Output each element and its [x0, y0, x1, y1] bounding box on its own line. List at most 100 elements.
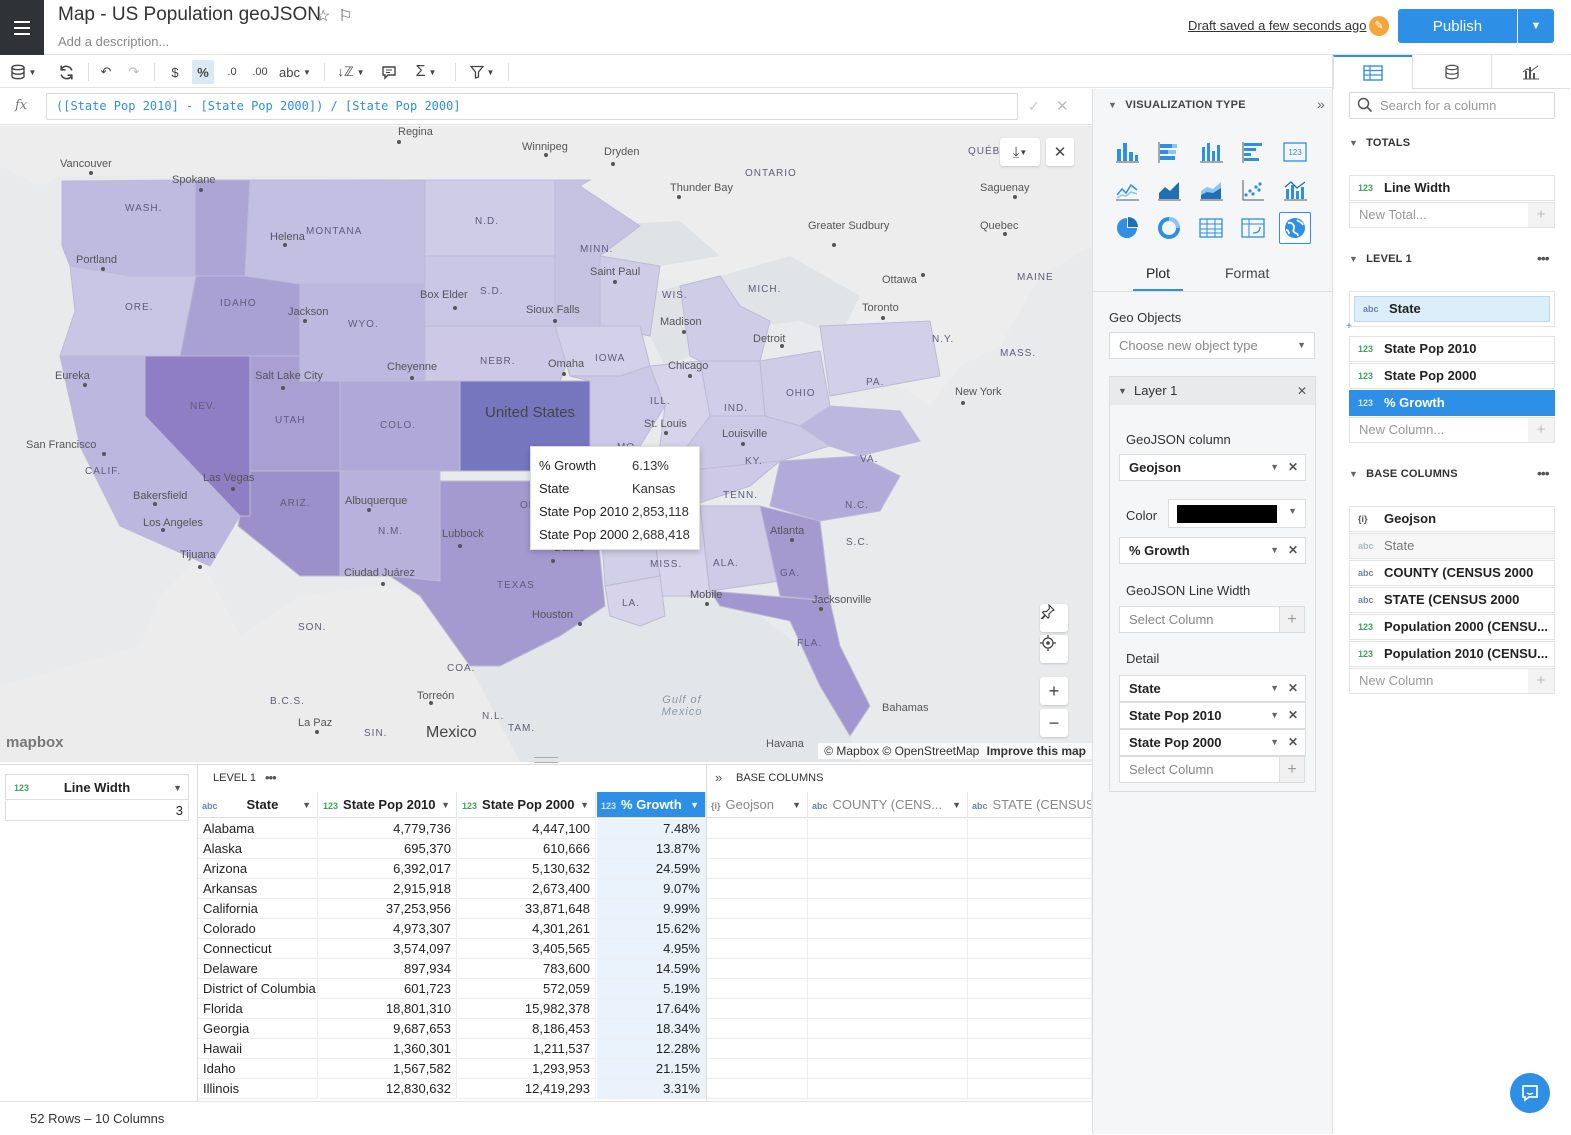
increase-decimals-button[interactable]: .00	[252, 66, 268, 78]
table-cell[interactable]: District of Columbia	[198, 979, 318, 999]
table-cell-empty[interactable]	[968, 1059, 1092, 1079]
table-cell[interactable]: Georgia	[198, 1019, 318, 1039]
color-picker[interactable]: ▼	[1168, 499, 1306, 528]
tab-format[interactable]: Format	[1225, 265, 1270, 281]
table-cell-empty[interactable]	[968, 1079, 1092, 1099]
stacked-area-icon[interactable]	[1195, 174, 1227, 206]
chevron-down-icon[interactable]: ▼	[952, 800, 961, 810]
base-column-item[interactable]: 123 Population 2010 (CENSU...	[1349, 641, 1555, 667]
table-cell[interactable]: Alaska	[198, 839, 318, 859]
table-cell-empty[interactable]	[707, 819, 808, 839]
horizontal-bar-icon[interactable]	[1237, 136, 1269, 168]
add-line-width-button[interactable]: +	[1279, 606, 1305, 633]
table-cell[interactable]: 12.28%	[597, 1039, 706, 1059]
line-chart-icon[interactable]	[1111, 174, 1143, 206]
table-cell-empty[interactable]	[707, 959, 808, 979]
table-cell[interactable]: 4,779,736	[319, 819, 457, 839]
table-cell[interactable]: Arizona	[198, 859, 318, 879]
remove-icon[interactable]: ✕	[1287, 681, 1298, 695]
table-cell-empty[interactable]	[968, 859, 1092, 879]
publish-button[interactable]: Publish	[1398, 9, 1517, 43]
more-options-icon[interactable]: •••	[1537, 250, 1550, 266]
chevron-down-icon[interactable]: ▼	[690, 800, 699, 810]
table-cell[interactable]: Connecticut	[198, 939, 318, 959]
table-cell-empty[interactable]	[808, 959, 968, 979]
publish-dropdown-button[interactable]: ▼	[1518, 9, 1554, 43]
cancel-x-icon[interactable]: ✕	[1056, 98, 1069, 115]
flag-icon[interactable]: ⚐	[338, 8, 353, 25]
column-search-input[interactable]: Search for a column	[1349, 92, 1555, 119]
table-cell[interactable]: 9.07%	[597, 879, 706, 899]
chevron-down-icon[interactable]: ▼	[1270, 545, 1279, 555]
base-column-item[interactable]: {i} Geojson	[1349, 506, 1555, 532]
column-chart-icon[interactable]	[1195, 136, 1227, 168]
table-cell[interactable]: 695,370	[319, 839, 457, 859]
level1-section-header[interactable]: ▼ LEVEL 1	[1349, 253, 1412, 265]
pie-chart-icon[interactable]	[1111, 212, 1143, 244]
locate-icon[interactable]	[1040, 635, 1068, 663]
table-cell[interactable]: 783,600	[458, 959, 596, 979]
table-cell-empty[interactable]	[707, 1059, 808, 1079]
tab-plot[interactable]: Plot	[1133, 265, 1183, 291]
refresh-icon[interactable]	[54, 60, 78, 84]
chevron-down-icon[interactable]: ▼	[1270, 683, 1279, 693]
totals-section-header[interactable]: ▼ TOTALS	[1349, 137, 1410, 149]
table-cell-empty[interactable]	[707, 979, 808, 999]
table-cell-empty[interactable]	[707, 1019, 808, 1039]
base-column-item[interactable]: abc State	[1349, 533, 1555, 559]
table-cell-empty[interactable]	[808, 979, 968, 999]
bar-chart-icon[interactable]	[1111, 136, 1143, 168]
table-cell[interactable]: 37,253,956	[319, 899, 457, 919]
add-total-button[interactable]: +	[1528, 203, 1554, 227]
currency-format-button[interactable]: $	[171, 64, 179, 80]
resize-handle[interactable]	[534, 757, 558, 763]
table-cell-empty[interactable]	[968, 959, 1092, 979]
table-cell-empty[interactable]	[707, 1039, 808, 1059]
table-cell[interactable]: 8,186,453	[458, 1019, 596, 1039]
table-cell-empty[interactable]	[968, 1019, 1092, 1039]
table-cell[interactable]: 4,301,261	[458, 919, 596, 939]
base-grid-column-header[interactable]: abc COUNTY (CENS... ▼	[808, 792, 968, 818]
table-cell[interactable]: Hawaii	[198, 1039, 318, 1059]
table-cell[interactable]: 2,915,918	[319, 879, 457, 899]
table-cell-empty[interactable]	[808, 839, 968, 859]
base-columns-section-header[interactable]: ▼ BASE COLUMNS	[1349, 468, 1458, 480]
level1-column-item[interactable]: 123 State Pop 2010	[1349, 336, 1555, 362]
expand-icon[interactable]: »	[715, 770, 723, 785]
kpi-icon[interactable]: 123	[1279, 136, 1311, 168]
table-cell-empty[interactable]	[808, 1079, 968, 1099]
table-cell-empty[interactable]	[808, 1039, 968, 1059]
pin-icon[interactable]	[1040, 604, 1068, 632]
new-base-column-input[interactable]: New Column +	[1349, 668, 1555, 694]
detail-pill[interactable]: State Pop 2000 ▼ ✕	[1119, 729, 1306, 756]
edit-pencil-icon[interactable]: ✎	[1369, 16, 1389, 36]
table-cell[interactable]: 13.87%	[597, 839, 706, 859]
table-cell-empty[interactable]	[968, 819, 1092, 839]
table-cell[interactable]: 15.62%	[597, 919, 706, 939]
remove-icon[interactable]: ✕	[1287, 735, 1298, 749]
table-cell[interactable]: 14.59%	[597, 959, 706, 979]
table-cell[interactable]: Delaware	[198, 959, 318, 979]
description-field[interactable]: Add a description...	[58, 34, 170, 49]
table-cell-empty[interactable]	[707, 839, 808, 859]
geo-objects-select[interactable]: Choose new object type ▼	[1109, 332, 1315, 359]
base-grid-column-header[interactable]: {i} Geojson ▼	[707, 792, 808, 818]
improve-map-link[interactable]: Improve this map	[986, 744, 1086, 758]
table-cell-empty[interactable]	[808, 879, 968, 899]
chevron-down-icon[interactable]: ▼	[302, 800, 311, 810]
table-cell-empty[interactable]	[707, 1079, 808, 1099]
color-swatch[interactable]	[1177, 505, 1277, 523]
chevron-down-icon[interactable]: ▼	[441, 800, 450, 810]
sum-icon[interactable]: Σ ▼	[415, 63, 437, 80]
table-cell[interactable]: 18.34%	[597, 1019, 706, 1039]
table-cell[interactable]: 5,130,632	[458, 859, 596, 879]
table-cell[interactable]: 9,687,653	[319, 1019, 457, 1039]
table-cell-empty[interactable]	[968, 999, 1092, 1019]
table-cell[interactable]: 601,723	[319, 979, 457, 999]
level1-column-item[interactable]: 123 % Growth	[1349, 390, 1555, 416]
confirm-check-icon[interactable]: ✓	[1028, 98, 1040, 114]
table-cell-empty[interactable]	[968, 939, 1092, 959]
table-cell[interactable]: Illinois	[198, 1079, 318, 1099]
